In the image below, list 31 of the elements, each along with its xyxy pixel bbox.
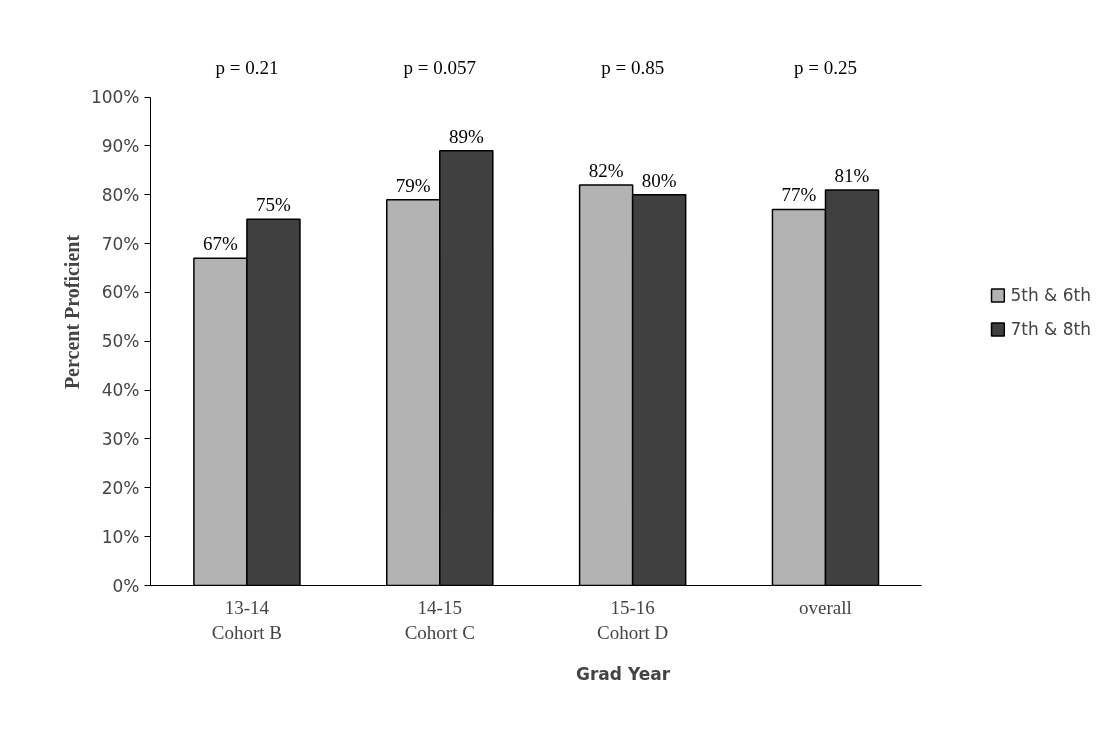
text: p = 0.25 <box>794 57 857 79</box>
x-tick-label: 14-15 Cohort C <box>404 596 475 643</box>
data-label: 80% <box>641 169 677 191</box>
legend-label: 5th & 6th <box>1010 284 1091 305</box>
y-axis-title: Percent Proficient <box>60 234 83 390</box>
y-tick-label: 20% <box>101 477 140 498</box>
legend-label: 7th & 8th <box>1010 318 1091 339</box>
y-tick-label: 100% <box>90 87 140 108</box>
data-label: 89% <box>448 125 484 147</box>
x-tick-label: 13-14 Cohort B <box>211 596 283 643</box>
y-tick-label: 0% <box>112 575 140 596</box>
y-tick-label: 90% <box>101 135 140 156</box>
y-tick-label: 50% <box>101 331 140 352</box>
text: p = 0.85 <box>601 57 665 79</box>
y-tick-label: 30% <box>101 428 140 449</box>
data-label: 82% <box>588 160 624 182</box>
data-label: 67% <box>203 233 238 255</box>
x-tick-label: 15-16 Cohort D <box>597 596 669 643</box>
y-tick-label: 70% <box>101 233 140 254</box>
data-label: 77% <box>781 184 817 206</box>
data-label: 79% <box>395 174 431 196</box>
data-label: 81% <box>834 164 870 186</box>
y-tick-label: 10% <box>101 526 140 547</box>
y-tick-label: 60% <box>101 282 140 303</box>
x-axis-title: Grad Year <box>575 663 671 684</box>
y-tick-label: 80% <box>101 184 140 205</box>
text: p = 0.21 <box>215 57 279 79</box>
text: p = 0.057 <box>403 57 477 79</box>
y-tick-label: 40% <box>101 380 140 401</box>
data-label: 75% <box>256 194 292 216</box>
x-tick-label: overall <box>799 596 852 618</box>
